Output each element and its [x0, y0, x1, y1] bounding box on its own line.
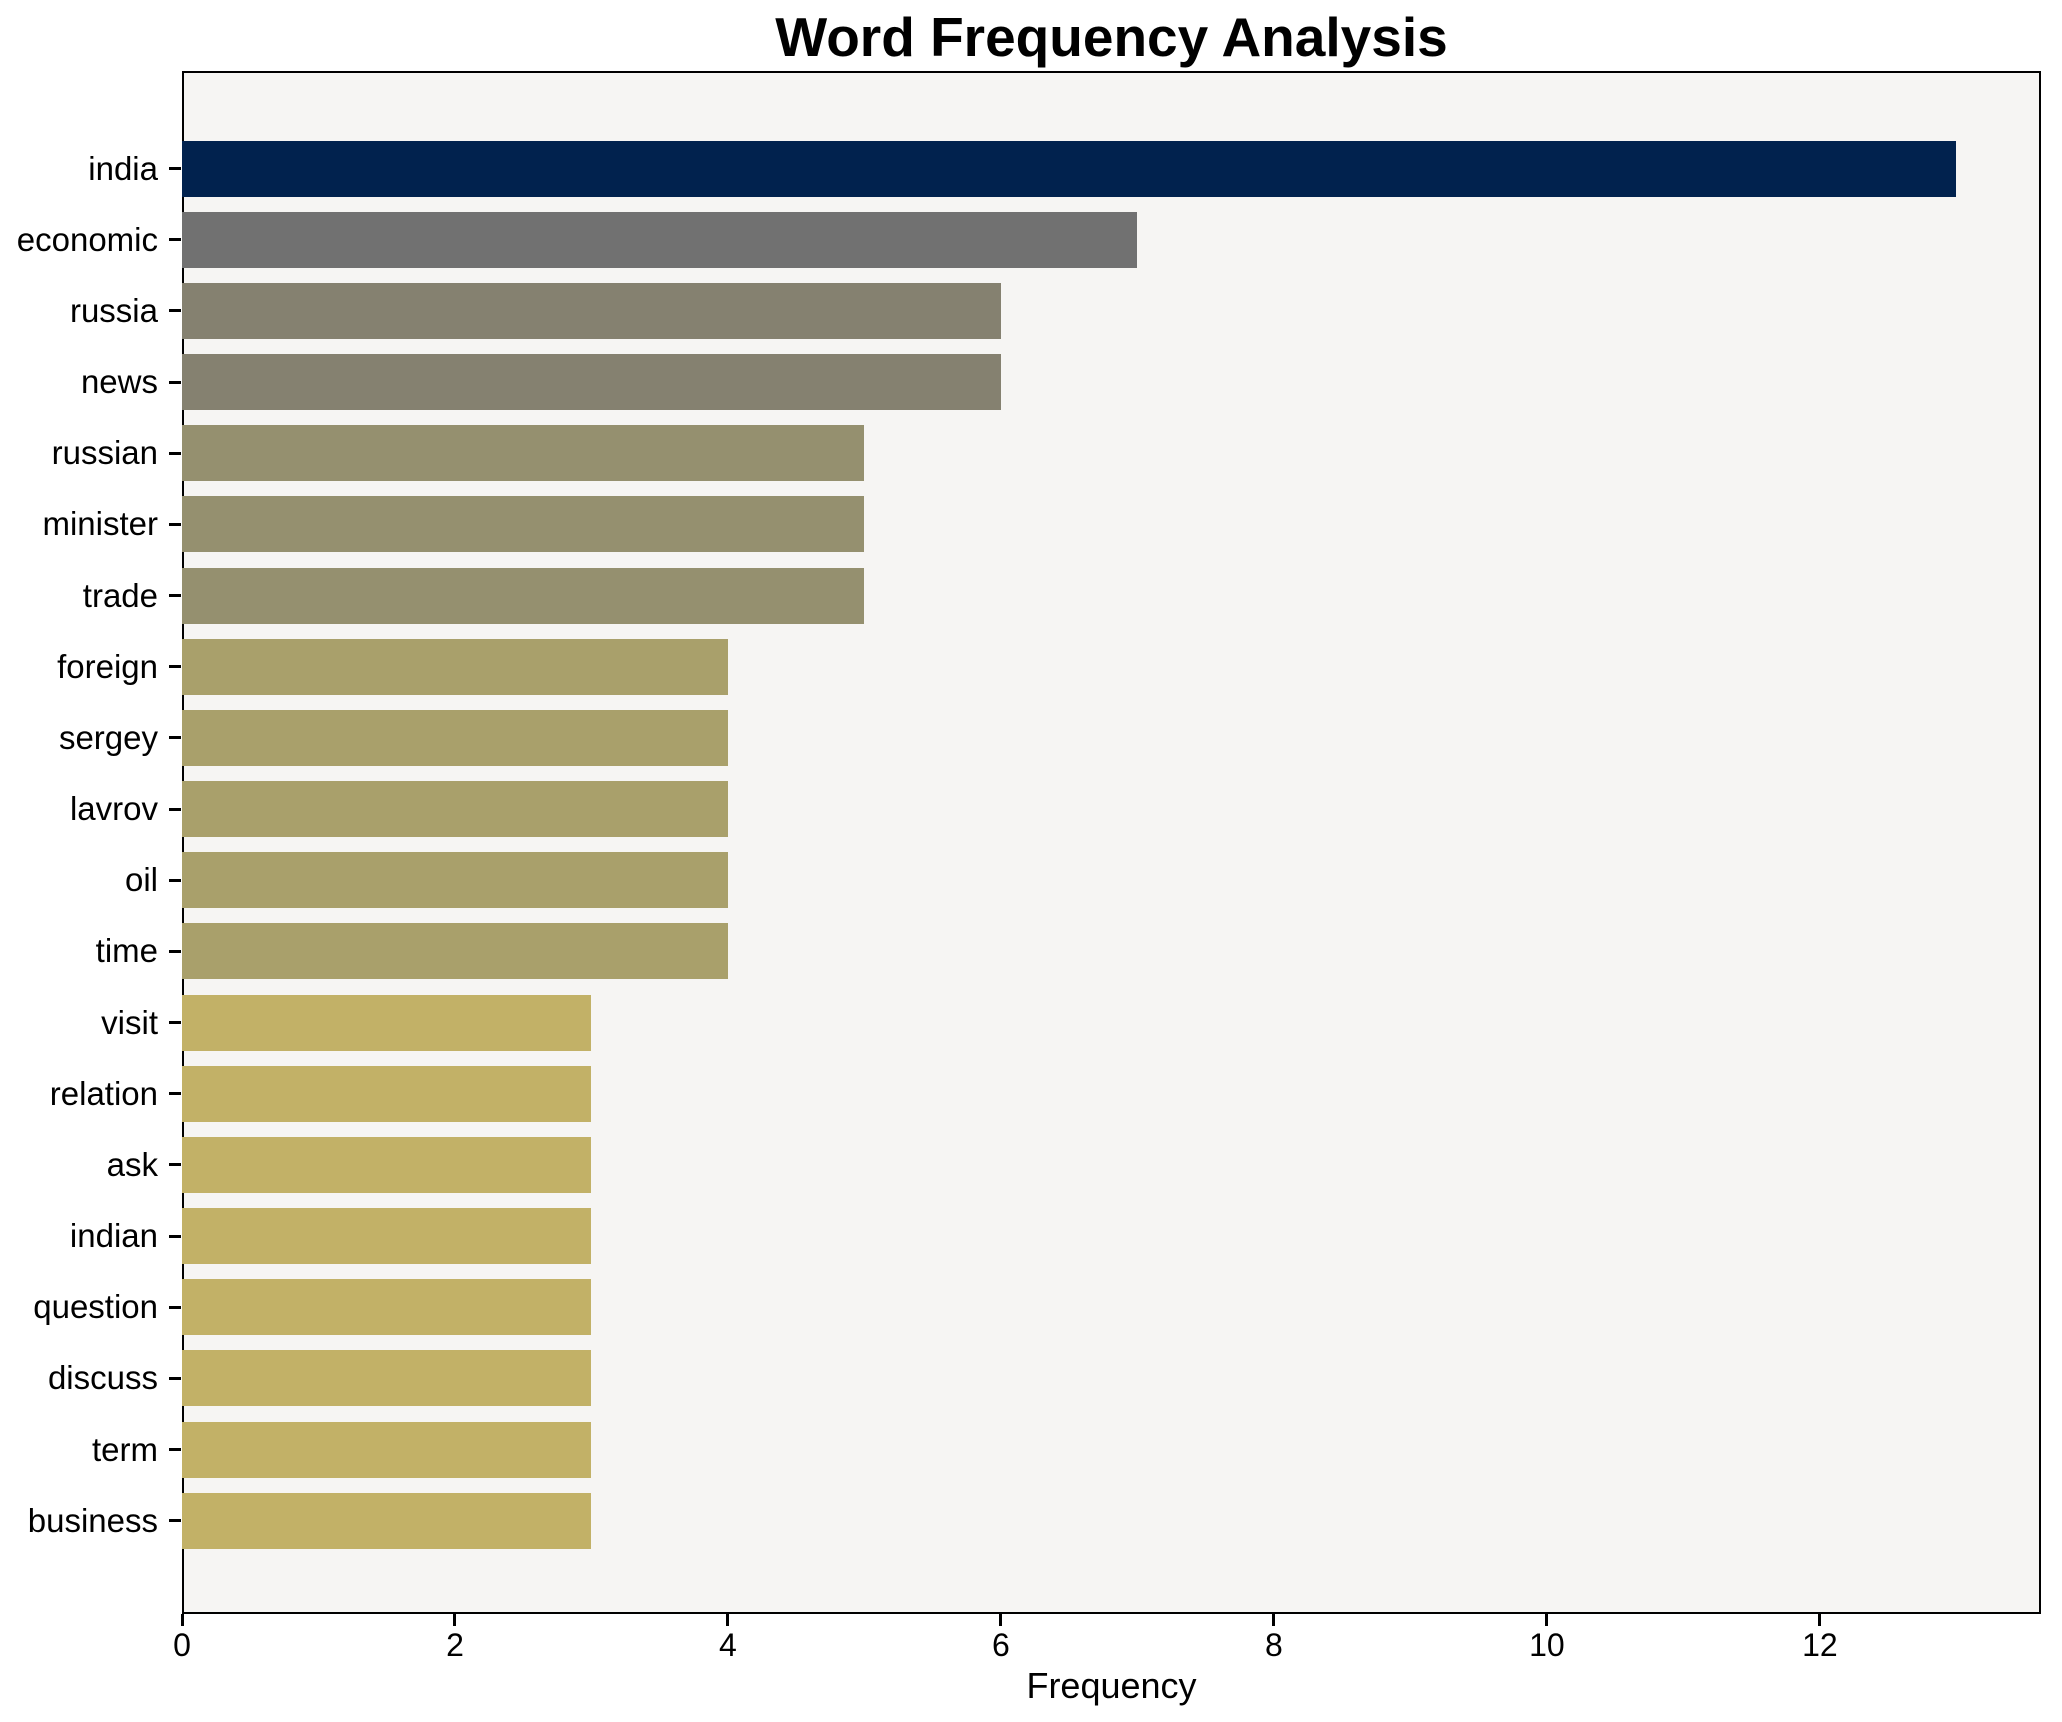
bar-trade: [182, 567, 865, 624]
y-tick-label-sergey: sergey: [58, 718, 158, 756]
y-tick-label-ask: ask: [106, 1145, 158, 1183]
y-tick-label-foreign: foreign: [57, 647, 158, 685]
bar-russian: [182, 425, 865, 482]
x-axis-tick: [1545, 1614, 1549, 1626]
y-axis-tick: [169, 1448, 181, 1452]
y-axis-tick: [169, 736, 181, 740]
x-axis-tick: [999, 1614, 1003, 1626]
bar-business: [182, 1492, 592, 1549]
bar-lavrov: [182, 781, 728, 838]
y-axis-tick: [169, 238, 181, 242]
y-tick-label-time: time: [95, 932, 158, 970]
y-axis-tick: [169, 594, 181, 598]
y-axis-tick: [169, 309, 181, 313]
x-tick-label-2: 2: [446, 1627, 464, 1663]
y-axis-tick: [169, 167, 181, 170]
y-axis-tick: [169, 1163, 181, 1167]
bar-discuss: [182, 1350, 592, 1407]
bar-india: [182, 140, 1957, 197]
x-axis-tick: [726, 1614, 730, 1626]
y-axis-tick: [169, 665, 181, 669]
y-tick-label-trade: trade: [82, 576, 158, 614]
bar-minister: [182, 496, 865, 553]
y-axis-tick: [169, 451, 181, 455]
y-axis-tick: [169, 522, 181, 526]
bar-indian: [182, 1208, 592, 1265]
y-tick-label-india: india: [88, 149, 158, 187]
y-tick-label-oil: oil: [124, 861, 158, 899]
y-axis-tick: [169, 878, 181, 882]
y-tick-label-economic: economic: [16, 220, 158, 258]
y-axis-tick: [169, 1305, 181, 1309]
chart-title: Word Frequency Analysis: [775, 6, 1448, 68]
y-tick-label-term: term: [92, 1430, 158, 1468]
y-tick-label-discuss: discuss: [47, 1359, 158, 1397]
y-tick-label-indian: indian: [69, 1217, 158, 1255]
y-axis-tick: [169, 380, 181, 384]
bar-visit: [182, 994, 592, 1051]
bar-foreign: [182, 638, 728, 695]
y-axis-tick: [169, 1234, 181, 1238]
bar-oil: [182, 852, 728, 909]
bar-economic: [182, 211, 1138, 268]
x-tick-label-8: 8: [1265, 1627, 1283, 1663]
bar-news: [182, 354, 1001, 410]
y-axis-tick: [169, 949, 181, 953]
bar-question: [182, 1279, 592, 1336]
bar-relation: [182, 1065, 592, 1122]
x-axis-label: Frequency: [1026, 1665, 1197, 1706]
y-tick-label-lavrov: lavrov: [69, 790, 158, 828]
y-axis-tick: [169, 1021, 181, 1025]
x-tick-label-10: 10: [1529, 1627, 1565, 1663]
bar-ask: [182, 1136, 592, 1193]
x-tick-label-12: 12: [1802, 1627, 1838, 1663]
bar-term: [182, 1421, 592, 1478]
bar-time: [182, 923, 728, 980]
y-tick-label-news: news: [80, 363, 158, 400]
x-tick-label-4: 4: [719, 1627, 737, 1663]
x-tick-label-6: 6: [992, 1627, 1010, 1663]
x-axis-tick: [180, 1614, 184, 1626]
y-tick-label-minister: minister: [42, 505, 158, 543]
y-axis-tick: [169, 1519, 181, 1523]
y-tick-label-visit: visit: [101, 1003, 158, 1041]
bar-sergey: [182, 709, 728, 766]
bar-russia: [182, 282, 1001, 339]
y-tick-label-question: question: [33, 1288, 158, 1326]
y-axis-tick: [169, 807, 181, 811]
y-tick-label-relation: relation: [49, 1074, 158, 1112]
x-axis-tick: [453, 1614, 457, 1626]
y-tick-label-russia: russia: [69, 291, 158, 329]
x-axis-tick: [1818, 1614, 1822, 1626]
y-tick-label-business: business: [27, 1501, 158, 1539]
y-axis-tick: [169, 1092, 181, 1096]
y-tick-label-russian: russian: [51, 434, 158, 472]
y-axis-tick: [169, 1376, 181, 1380]
x-axis-tick: [1272, 1614, 1276, 1626]
x-tick-label-0: 0: [173, 1627, 191, 1663]
